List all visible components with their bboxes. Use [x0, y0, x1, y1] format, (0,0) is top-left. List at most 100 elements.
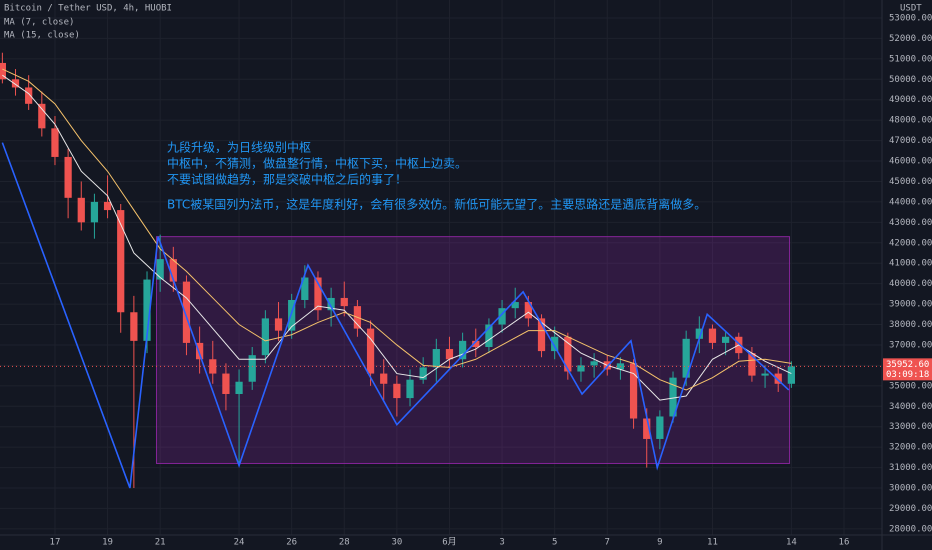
candle-body [25, 87, 33, 104]
y-tick-label: 34000.00 [889, 402, 932, 412]
candle-body [708, 328, 717, 343]
candle-body [90, 201, 99, 223]
candle-body [590, 361, 598, 366]
candle-body [11, 79, 20, 88]
moving-average [2, 68, 792, 391]
y-tick-label: 53000.00 [889, 13, 932, 23]
candle-body [274, 318, 283, 331]
y-tick-label: 48000.00 [889, 116, 932, 126]
candle-body [669, 377, 677, 417]
candle-body [288, 299, 296, 331]
y-tick-label: 46000.00 [889, 157, 932, 167]
candle-body [564, 336, 572, 372]
y-tick-label: 28000.00 [889, 524, 932, 534]
candle-body [511, 302, 519, 309]
x-tick-label: 7 [605, 538, 610, 548]
currency-label: USDT [900, 4, 922, 14]
zigzag-line [1, 142, 790, 489]
candle-body [248, 355, 256, 382]
candle-body [393, 383, 401, 399]
candle-body [577, 365, 585, 372]
candle-body [524, 302, 532, 319]
y-tick-label: 35000.00 [889, 381, 932, 391]
annotation: BTC被某国列为法币，这是年度利好，会有很多效仿。新低可能无望了。主要思路还是遇… [167, 197, 706, 212]
candle-body [327, 297, 335, 311]
candle-body [169, 259, 177, 282]
x-tick-label: 19 [102, 538, 113, 548]
candle-body [643, 418, 651, 439]
candle-body [261, 318, 269, 356]
countdown: 03:09:18 [886, 370, 929, 380]
candle-body [432, 349, 440, 368]
candle-body [235, 381, 243, 394]
candle-body [380, 373, 388, 384]
candle-body [485, 324, 493, 347]
candle-body [537, 318, 546, 352]
y-tick-label: 44000.00 [889, 197, 932, 207]
candle-body [629, 363, 638, 419]
y-tick-label: 33000.00 [889, 422, 932, 432]
y-tick-label: 38000.00 [889, 320, 932, 330]
candle-body [774, 373, 782, 384]
candle-body [77, 197, 85, 223]
symbol-title: Bitcoin / Tether USD, 4h, HUOBI [4, 4, 172, 14]
y-tick-label: 40000.00 [889, 279, 932, 289]
x-tick-label: 5 [552, 538, 557, 548]
x-tick-label: 30 [391, 538, 402, 548]
candle-body [748, 353, 756, 376]
x-tick-label: 6月 [442, 537, 456, 548]
candle-body [682, 338, 690, 378]
candle-body [459, 340, 467, 360]
candle-body [51, 128, 59, 157]
candle-body [222, 373, 230, 394]
x-tick-label: 14 [786, 538, 797, 548]
y-tick-label: 52000.00 [889, 34, 932, 44]
y-tick-label: 45000.00 [889, 177, 932, 187]
candle-body [419, 367, 427, 380]
candle-body [0, 62, 6, 80]
candle-body [143, 279, 151, 341]
x-tick-label: 21 [155, 538, 166, 548]
candle-body [498, 308, 506, 325]
y-tick-label: 42000.00 [889, 238, 932, 248]
x-tick-label: 17 [50, 538, 61, 548]
candle-body [787, 366, 795, 384]
candle-body [761, 373, 769, 376]
y-tick-label: 32000.00 [889, 443, 932, 453]
last-price-label: 35952.60 [886, 360, 929, 370]
y-tick-label: 49000.00 [889, 95, 932, 105]
annotation: 中枢中，不猜测，做盘整行情，中枢下买，中枢上边卖。 [167, 156, 467, 171]
candle-body [156, 259, 164, 280]
y-tick-label: 30000.00 [889, 483, 932, 493]
y-tick-label: 43000.00 [889, 218, 932, 228]
candle-body [366, 328, 375, 374]
y-tick-label: 39000.00 [889, 300, 932, 310]
candle-body [130, 312, 138, 341]
y-tick-label: 37000.00 [889, 340, 932, 350]
moving-average [2, 74, 792, 401]
candle-body [472, 340, 480, 347]
candle-body [445, 349, 454, 360]
candle-body [722, 336, 730, 343]
y-tick-label: 47000.00 [889, 136, 932, 146]
x-tick-label: 3 [499, 538, 504, 548]
y-tick-label: 51000.00 [889, 54, 932, 64]
grid [0, 0, 882, 535]
candle-body [64, 156, 72, 198]
legend-entry: MA (7, close) [4, 18, 74, 28]
annotation: 九段升级，为日线级别中枢 [167, 140, 311, 155]
candle-body [103, 201, 112, 211]
legend-entry: MA (15, close) [4, 31, 80, 41]
candle-body [182, 281, 191, 343]
candle-body [301, 277, 309, 300]
y-tick-label: 29000.00 [889, 504, 932, 514]
x-tick-label: 26 [286, 538, 297, 548]
last-price-box [883, 358, 932, 381]
x-tick-label: 11 [707, 538, 718, 548]
candle-body [196, 342, 204, 360]
x-tick-label: 9 [657, 538, 662, 548]
annotation: 不要试图做趋势，那是突破中枢之后的事了！ [167, 172, 407, 187]
candle-body [340, 297, 348, 307]
